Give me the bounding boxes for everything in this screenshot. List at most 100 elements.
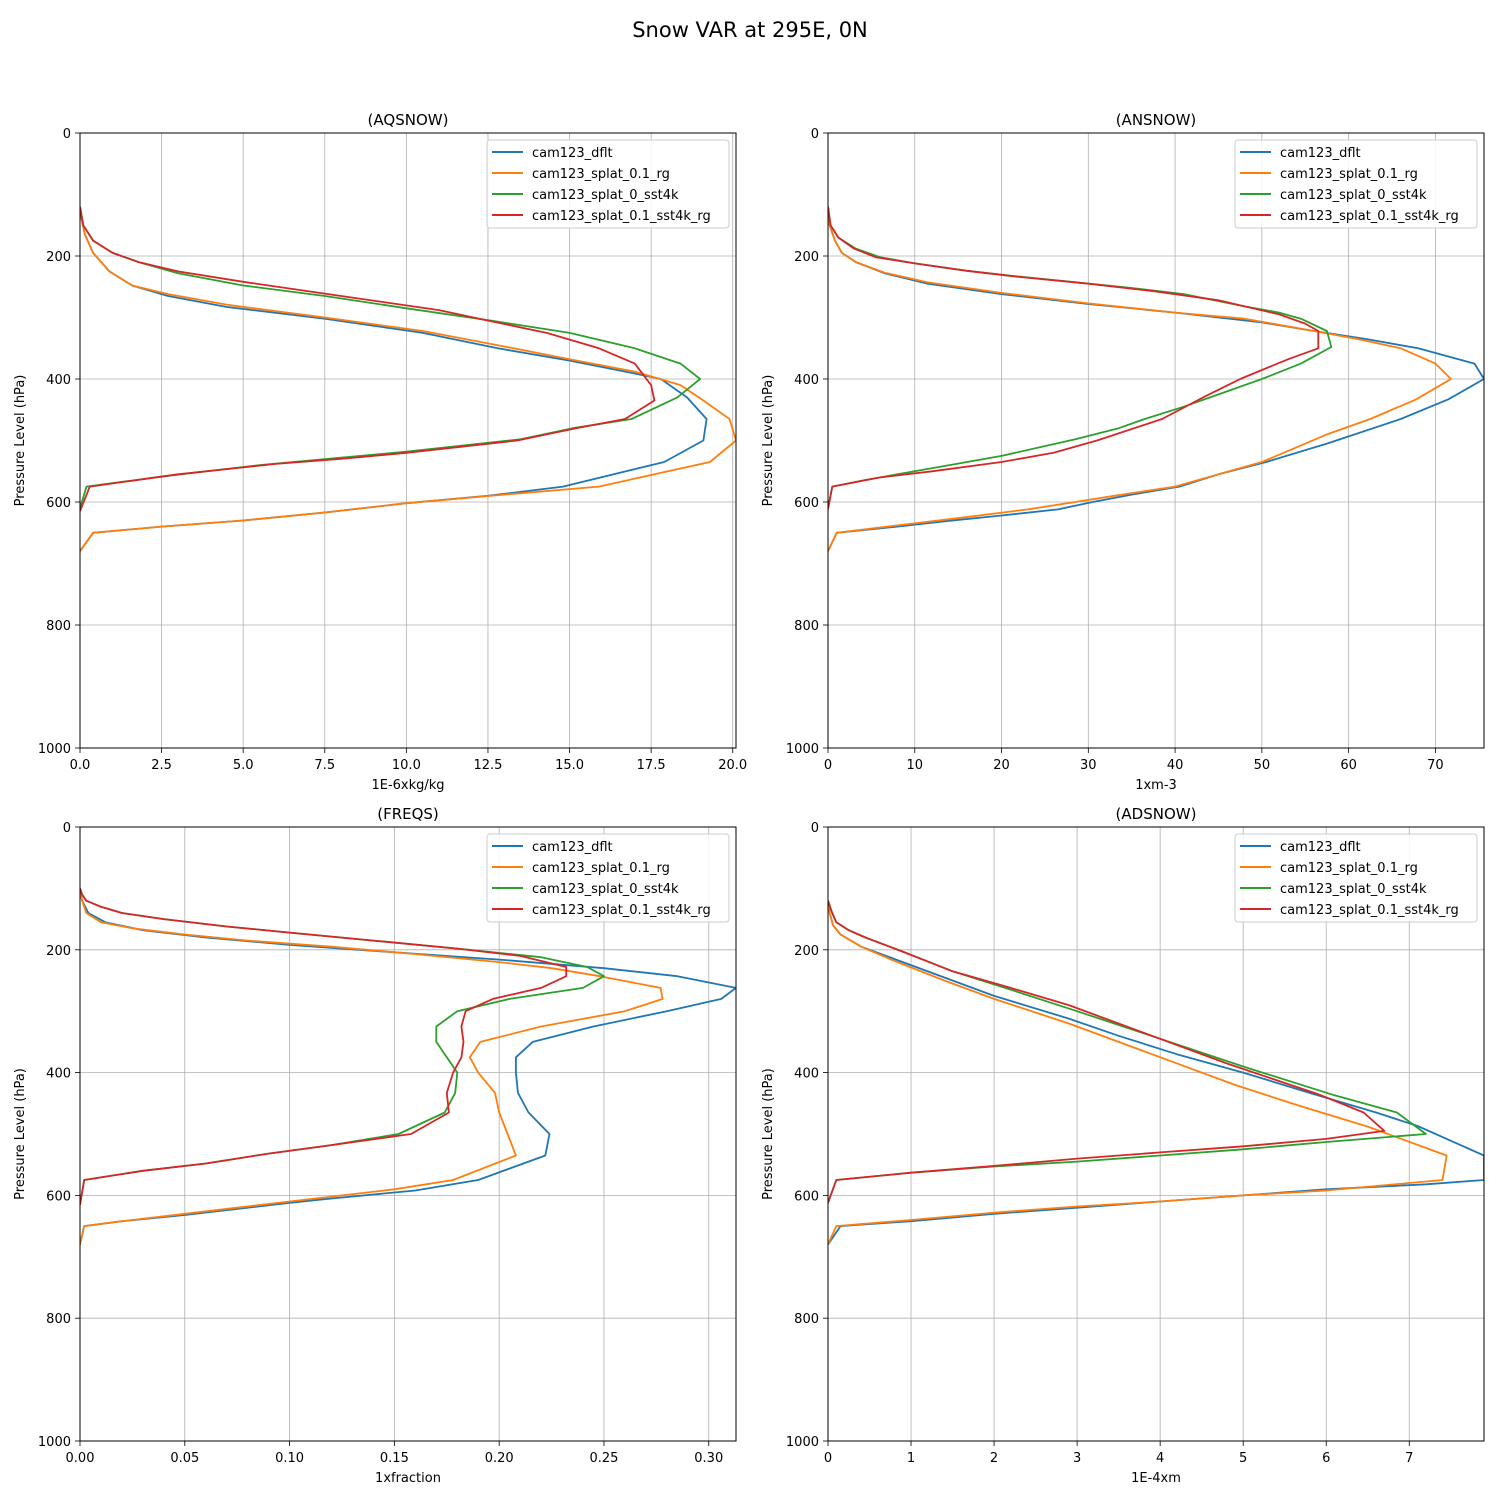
x-tick-label: 20: [993, 758, 1010, 773]
legend-label: cam123_dflt: [532, 146, 613, 161]
legend-label: cam123_splat_0.1_sst4k_rg: [532, 209, 711, 224]
panels: 0.0 2.5 5.0 7.5 10.0 12.5 15.0 17.5 20.002004006…: [13, 111, 1485, 1486]
y-tick-label: 800: [794, 619, 819, 634]
y-tick-label: 1000: [786, 742, 819, 757]
x-tick-label: 15.0: [555, 758, 584, 773]
y-tick-label: 0: [811, 127, 819, 142]
legend: cam123_dflt cam123_splat_0.1_rg cam123_spl…: [1234, 833, 1478, 923]
legend-label: cam123_splat_0.1_rg: [532, 861, 670, 876]
plot-area: [828, 827, 1484, 1441]
figure-title: Snow VAR at 295E, 0N: [632, 18, 868, 42]
legend-label: cam123_dflt: [532, 840, 613, 855]
series-line-cam123_splat_0.1_sst4k_rg: [80, 206, 656, 512]
x-axis-label: 1xm-3: [1135, 778, 1177, 793]
legend-box: [486, 833, 730, 923]
legend-label: cam123_splat_0_sst4k: [532, 188, 679, 203]
y-tick-label: 1000: [38, 1435, 71, 1450]
y-axis-label: Pressure Level (hPa): [761, 375, 776, 507]
legend-label: cam123_splat_0_sst4k: [1280, 882, 1427, 897]
series-line-cam123_splat_0.1_rg: [828, 900, 1448, 1245]
series-line-cam123_splat_0.1_rg: [828, 206, 1452, 552]
legend-label: cam123_splat_0_sst4k: [532, 882, 679, 897]
x-axis-label: 1E-4xm: [1131, 1471, 1181, 1486]
x-tick-label: 5.0: [233, 758, 254, 773]
y-tick-label: 800: [46, 619, 71, 634]
x-tick-label: 7.5: [314, 758, 335, 773]
x-tick-label: 20.0: [718, 758, 747, 773]
y-tick-label: 1000: [786, 1435, 819, 1450]
x-tick-label: 30: [1080, 758, 1097, 773]
x-tick-label: 0: [824, 758, 832, 773]
y-tick-label: 0: [811, 821, 819, 836]
x-tick-label: 1: [907, 1451, 915, 1466]
chart-panel-1: 0.0 2.5 5.0 7.5 10.0 12.5 15.0 17.5 20.0 0 200 400 6…: [13, 111, 747, 793]
x-tick-label: 0.15: [380, 1451, 409, 1466]
y-tick-label: 400: [46, 1067, 71, 1082]
x-tick-label: 0: [824, 1451, 832, 1466]
legend-label: cam123_dflt: [1280, 840, 1361, 855]
x-tick-label: 0.10: [275, 1451, 304, 1466]
x-axis-label: 1xfraction: [375, 1471, 441, 1486]
y-tick-label: 200: [794, 250, 819, 265]
legend: cam123_dflt cam123_splat_0.1_rg cam123_spl…: [486, 139, 730, 229]
legend: cam123_dflt cam123_splat_0.1_rg cam123_spl…: [1234, 139, 1478, 229]
legend-label: cam123_dflt: [1280, 146, 1361, 161]
x-tick-label: 3: [1073, 1451, 1081, 1466]
legend-box: [1234, 139, 1478, 229]
x-tick-label: 40: [1167, 758, 1184, 773]
y-tick-label: 400: [794, 373, 819, 388]
chart-title: (FREQS): [377, 805, 439, 823]
y-tick-label: 600: [46, 1189, 71, 1204]
x-tick-label: 6: [1322, 1451, 1330, 1466]
x-tick-label: 0.05: [170, 1451, 199, 1466]
x-axis-label: 1E-6xkg/kg: [371, 778, 444, 793]
series-line-cam123_splat_0.1_sst4k_rg: [828, 206, 1320, 510]
chart-title: (AQSNOW): [368, 111, 449, 129]
x-tick-label: 2: [990, 1451, 998, 1466]
legend-box: [1234, 833, 1478, 923]
series-line-cam123_splat_0.1_rg: [80, 206, 736, 552]
x-tick-label: 0.20: [485, 1451, 514, 1466]
y-tick-label: 0: [63, 821, 71, 836]
y-tick-label: 600: [794, 496, 819, 511]
legend-label: cam123_splat_0.1_sst4k_rg: [532, 903, 711, 918]
legend-label: cam123_splat_0.1_rg: [532, 167, 670, 182]
y-tick-label: 1000: [38, 742, 71, 757]
x-tick-label: 70: [1427, 758, 1444, 773]
chart-panel-2: 0 10 20 30 40 50 60 70 0 200 400 600 800 1000 (ANSNOW)…: [761, 111, 1485, 793]
series-line-cam123_splat_0.1_rg: [80, 888, 664, 1245]
legend-label: cam123_splat_0.1_rg: [1280, 861, 1418, 876]
chart-panel-4: 0 1 2 3 4 5 6 7 0 200 400 600 800 1000 (ADSNOW) 1E-4xm P…: [761, 805, 1485, 1486]
x-tick-label: 10: [906, 758, 923, 773]
x-tick-label: 0.25: [589, 1451, 618, 1466]
series-line-cam123_splat_0.1_sst4k_rg: [80, 888, 568, 1205]
y-tick-label: 200: [46, 250, 71, 265]
y-tick-label: 400: [46, 373, 71, 388]
y-tick-label: 800: [46, 1312, 71, 1327]
y-axis-label: Pressure Level (hPa): [13, 375, 28, 507]
legend-label: cam123_splat_0_sst4k: [1280, 188, 1427, 203]
legend-label: cam123_splat_0.1_rg: [1280, 167, 1418, 182]
x-tick-label: 2.5: [151, 758, 172, 773]
axes-frame: [827, 132, 1485, 749]
y-axis-label: Pressure Level (hPa): [13, 1068, 28, 1200]
legend-box: [486, 139, 730, 229]
x-tick-label: 0.00: [66, 1451, 95, 1466]
legend: cam123_dflt cam123_splat_0.1_rg cam123_spl…: [486, 833, 730, 923]
x-tick-label: 10.0: [392, 758, 421, 773]
y-tick-label: 400: [794, 1067, 819, 1082]
series-line-cam123_splat_0.1_sst4k_rg: [828, 900, 1386, 1204]
y-axis-label: Pressure Level (hPa): [761, 1068, 776, 1200]
y-tick-label: 600: [46, 496, 71, 511]
plot-area: [828, 133, 1484, 748]
axes-frame: [79, 132, 737, 749]
legend-label: cam123_splat_0.1_sst4k_rg: [1280, 903, 1459, 918]
x-tick-label: 17.5: [637, 758, 666, 773]
x-tick-label: 4: [1156, 1451, 1164, 1466]
x-tick-label: 12.5: [473, 758, 502, 773]
axes-frame: [79, 826, 737, 1442]
x-tick-label: 0.0: [70, 758, 91, 773]
chart-title: (ADSNOW): [1116, 805, 1197, 823]
y-tick-label: 200: [46, 944, 71, 959]
